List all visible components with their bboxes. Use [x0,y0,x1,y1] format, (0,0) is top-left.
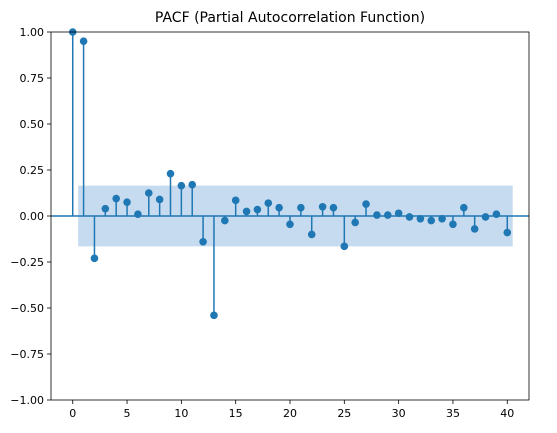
x-tick-label: 25 [337,407,351,420]
marker-lag-28 [373,211,381,219]
y-tick-label: −0.25 [10,256,44,269]
y-tick-label: 0.75 [20,72,45,85]
marker-lag-27 [362,200,370,208]
marker-lag-32 [416,214,425,223]
x-tick-label: 5 [124,407,131,420]
marker-lag-37 [470,225,479,233]
marker-lag-19 [275,203,283,212]
marker-lag-18 [264,199,273,207]
x-tick-label: 35 [446,407,460,420]
marker-lag-25 [340,242,349,251]
marker-lag-23 [318,203,327,211]
marker-lag-15 [231,196,240,205]
marker-lag-6 [134,210,142,218]
x-tick-label: 20 [283,407,297,420]
marker-lag-29 [383,211,392,219]
x-tick-label: 15 [229,407,243,420]
marker-lag-40 [503,228,512,237]
marker-lag-30 [394,209,403,218]
marker-lag-13 [210,311,218,320]
y-tick-label: 1.00 [20,26,45,39]
y-tick-label: −1.00 [10,394,44,407]
marker-lag-7 [144,189,153,197]
marker-lag-34 [438,214,446,223]
marker-lag-39 [492,210,501,218]
chart-title: PACF (Partial Autocorrelation Function) [155,10,425,26]
marker-lag-38 [481,213,490,221]
y-tick-label: 0.50 [20,118,45,131]
y-tick-label: 0.25 [20,164,45,177]
marker-lag-2 [90,254,99,263]
y-tick-label: −0.75 [10,348,44,361]
marker-lag-31 [405,213,414,221]
marker-lag-1 [79,37,88,45]
marker-lag-16 [242,207,251,216]
marker-lag-3 [101,204,110,213]
x-tick-label: 30 [392,407,406,420]
marker-lag-11 [188,180,197,189]
marker-lag-9 [166,169,175,178]
marker-lag-12 [199,237,207,246]
marker-lag-26 [351,218,359,227]
marker-lag-21 [297,203,305,212]
marker-lag-24 [329,203,338,212]
y-tick-label: 0.00 [20,210,45,223]
marker-lag-36 [460,203,468,212]
marker-lag-20 [286,220,294,229]
marker-lag-33 [427,216,436,225]
y-tick-label: −0.50 [10,302,44,315]
marker-lag-14 [221,216,229,225]
x-tick-label: 0 [69,407,76,420]
marker-lag-17 [253,205,262,214]
marker-lag-5 [123,198,131,206]
marker-lag-4 [112,194,120,203]
x-tick-label: 40 [500,407,514,420]
marker-lag-35 [449,220,457,229]
marker-lag-8 [155,195,164,204]
x-tick-label: 10 [174,407,188,420]
marker-lag-22 [307,230,316,239]
marker-lag-10 [177,181,186,190]
